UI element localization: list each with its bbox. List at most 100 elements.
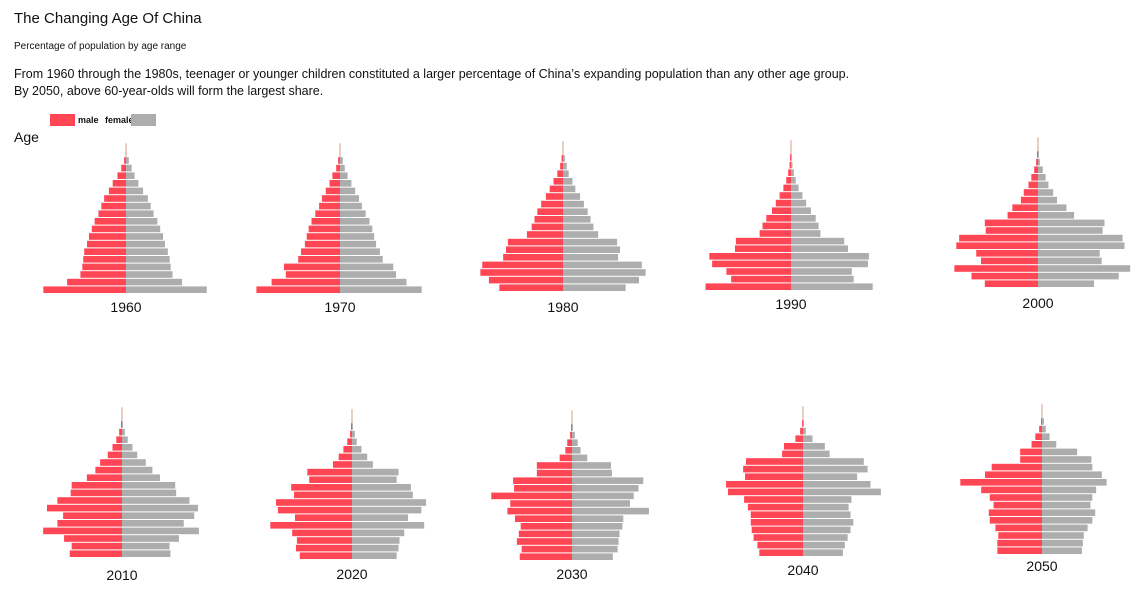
male-bar <box>309 476 352 483</box>
female-bar <box>803 443 825 450</box>
female-bar <box>122 489 177 497</box>
female-bar <box>122 428 125 436</box>
female-bar <box>126 187 144 195</box>
male-bar <box>1020 196 1038 204</box>
male-bar <box>766 215 791 222</box>
male-bar <box>296 537 352 544</box>
female-bar <box>572 447 581 454</box>
female-bar <box>1038 242 1125 249</box>
male-bar <box>306 233 340 240</box>
male-bar <box>985 471 1042 478</box>
female-bar <box>572 469 612 477</box>
male-bar <box>993 501 1042 509</box>
female-bar <box>803 481 871 488</box>
female-bar <box>352 484 411 491</box>
female-bar <box>791 275 854 283</box>
female-bar <box>340 187 356 195</box>
female-bar <box>340 195 359 202</box>
female-bar <box>122 451 138 459</box>
male-bar <box>557 170 563 177</box>
male-bar <box>727 488 803 496</box>
male-bar <box>759 230 791 237</box>
female-bar <box>563 276 639 284</box>
male-bar <box>560 162 563 170</box>
male-bar <box>291 484 352 491</box>
legend-label-male: male <box>78 115 99 125</box>
female-bar <box>340 180 352 187</box>
female-bar <box>563 162 567 170</box>
female-bar <box>122 497 190 504</box>
female-bar <box>791 154 792 161</box>
female-bar <box>572 492 634 500</box>
male-bar <box>88 233 126 240</box>
male-bar <box>112 444 122 451</box>
male-bar <box>1031 174 1038 181</box>
female-bar <box>803 450 830 458</box>
male-bar <box>536 462 572 469</box>
male-bar <box>64 535 122 542</box>
female-bar <box>1042 471 1102 478</box>
male-bar <box>98 210 126 217</box>
female-bar <box>126 225 161 233</box>
female-bar <box>803 511 851 518</box>
female-bar <box>126 271 173 278</box>
year-label: 2010 <box>106 567 137 583</box>
male-bar <box>70 489 122 497</box>
male-bar <box>480 269 563 276</box>
female-bar <box>572 507 649 515</box>
male-bar <box>57 520 122 527</box>
female-bar <box>126 202 151 210</box>
male-bar <box>762 222 791 230</box>
female-bar <box>1038 212 1075 219</box>
male-bar <box>1020 448 1042 456</box>
female-bar <box>340 225 373 233</box>
male-bar <box>338 453 352 461</box>
male-bar <box>526 231 563 238</box>
male-bar <box>294 491 352 499</box>
female-bar <box>126 218 158 225</box>
female-bar <box>1038 257 1102 265</box>
female-bar <box>340 164 345 172</box>
female-bar <box>572 424 573 431</box>
male-bar <box>960 479 1042 486</box>
female-bar <box>791 245 848 252</box>
female-bar <box>791 230 821 237</box>
male-bar <box>981 257 1038 265</box>
female-bar <box>791 215 816 222</box>
male-bar <box>751 526 803 534</box>
female-bar <box>563 231 599 238</box>
female-bar <box>563 193 581 200</box>
male-bar <box>338 157 340 164</box>
male-bar <box>1037 151 1038 158</box>
male-bar <box>786 177 791 184</box>
female-bar <box>340 271 397 278</box>
female-bar <box>122 421 123 428</box>
male-bar <box>321 195 340 202</box>
male-bar <box>329 180 340 187</box>
male-bar <box>757 541 803 549</box>
male-bar <box>1020 456 1042 463</box>
male-bar <box>319 202 340 210</box>
male-bar <box>270 522 352 529</box>
male-bar <box>790 154 791 161</box>
male-bar <box>750 519 803 526</box>
female-bar <box>572 553 613 560</box>
male-bar <box>988 509 1042 516</box>
male-bar <box>119 428 122 436</box>
female-bar <box>572 485 639 492</box>
female-bar <box>563 223 594 231</box>
female-bar <box>572 454 588 462</box>
pyramid-2040: 2040 <box>726 406 881 578</box>
age-axis-label: Age <box>14 129 39 145</box>
male-bar <box>108 187 126 195</box>
male-bar <box>121 164 126 172</box>
male-bar <box>112 180 126 187</box>
female-bar <box>791 222 819 230</box>
pyramid-2050: 2050 <box>960 404 1107 574</box>
male-bar <box>333 461 352 468</box>
female-bar <box>126 157 129 164</box>
male-bar <box>750 511 803 518</box>
female-bar <box>126 195 148 202</box>
female-bar <box>1038 227 1103 234</box>
male-bar <box>788 169 791 176</box>
